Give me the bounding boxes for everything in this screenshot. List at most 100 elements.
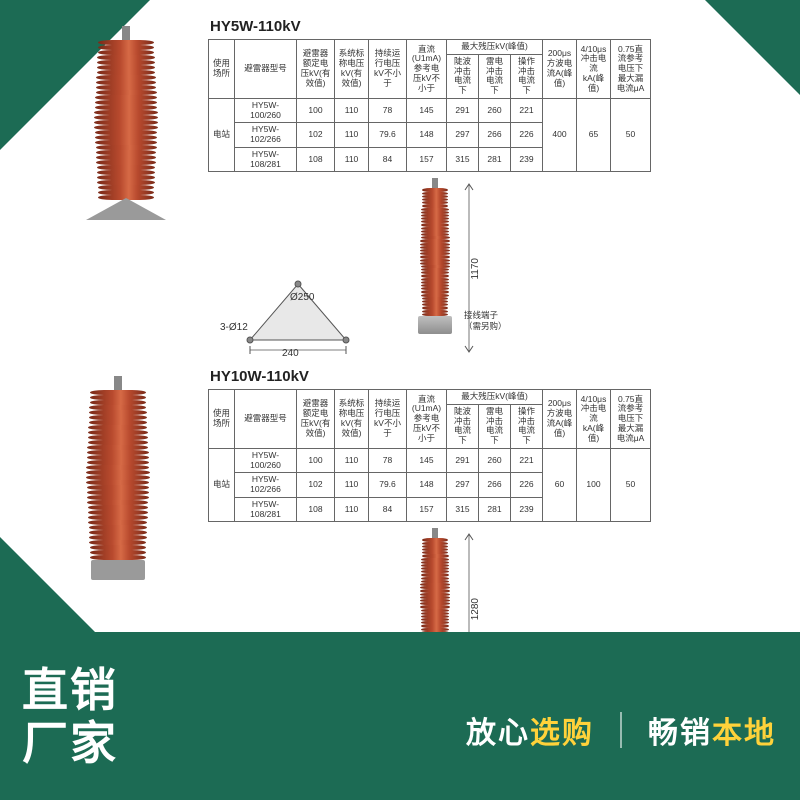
arrester-cap — [114, 376, 122, 390]
th-rated: 避雷器额定电压kV(有效值) — [297, 40, 335, 99]
arrester-cap — [122, 26, 130, 40]
table-row: 电站HY5W-100/26010011078145291260221601005… — [209, 448, 651, 473]
table-cell: 148 — [407, 473, 447, 498]
dim-line-1 — [462, 182, 476, 354]
th-maxres: 最大残压kV(峰值) — [447, 390, 543, 405]
catch-1-plain: 放心 — [466, 717, 530, 750]
th-light: 雷电冲击电流下 — [479, 404, 511, 448]
th-leak: 0.75直流参考电压下最大漏电流μA — [611, 40, 651, 99]
table-cell: 226 — [511, 123, 543, 148]
table-cell: 221 — [511, 448, 543, 473]
catch-phrases: 放心选购 畅销本地 — [466, 708, 776, 752]
arrester-base-2 — [91, 560, 145, 580]
th-cont: 持续运行电压kV不小于 — [369, 40, 407, 99]
badge-line-2: 厂家 — [22, 717, 118, 770]
spec-area-1: HY5W-110kV 使用场所 避雷器型号 避雷器额定电压kV(有效值) 系统标… — [208, 18, 780, 368]
table-cell: 50 — [611, 448, 651, 522]
product-image-1 — [48, 18, 208, 368]
table-cell: 79.6 — [369, 123, 407, 148]
th-rated: 避雷器额定电压kV(有效值) — [297, 390, 335, 449]
table-row: 电站HY5W-100/26010011078145291260221400655… — [209, 98, 651, 123]
th-cont: 持续运行电压kV不小于 — [369, 390, 407, 449]
table-cell: 266 — [479, 123, 511, 148]
table-cell: 291 — [447, 98, 479, 123]
table-cell: 281 — [479, 497, 511, 522]
table-cell: 100 — [297, 448, 335, 473]
dim-bolt-note: 3-Ø12 — [220, 322, 248, 333]
table-cell: 108 — [297, 497, 335, 522]
table-cell: HY5W-108/281 — [235, 497, 297, 522]
arrester-illustration-2 — [86, 376, 150, 580]
th-sq200: 200μs方波电流A(峰值) — [543, 40, 577, 99]
table-cell: 78 — [369, 448, 407, 473]
table-cell: 50 — [611, 98, 651, 172]
table-cell: 102 — [297, 123, 335, 148]
table-cell: 145 — [407, 448, 447, 473]
th-model: 避雷器型号 — [235, 40, 297, 99]
table-cell: 281 — [479, 147, 511, 172]
arrester-illustration-1 — [86, 26, 166, 222]
table-cell: 291 — [447, 448, 479, 473]
table-cell: 108 — [297, 147, 335, 172]
table-cell: 电站 — [209, 98, 235, 172]
table-cell: 110 — [335, 98, 369, 123]
table-cell: 400 — [543, 98, 577, 172]
th-use-place: 使用场所 — [209, 390, 235, 449]
table-cell: 100 — [297, 98, 335, 123]
page-root: HY5W-110kV 使用场所 避雷器型号 避雷器额定电压kV(有效值) 系统标… — [0, 0, 800, 800]
spec-table-2: 使用场所 避雷器型号 避雷器额定电压kV(有效值) 系统标称电压kV(有效值) … — [208, 389, 651, 522]
mini-cap — [432, 528, 438, 538]
table-cell: 145 — [407, 98, 447, 123]
th-switch: 操作冲击电流下 — [511, 54, 543, 98]
th-model: 避雷器型号 — [235, 390, 297, 449]
table-cell: 148 — [407, 123, 447, 148]
base-plan-sketch: 240 Ø250 3-Ø12 — [238, 278, 358, 360]
table-cell: 65 — [577, 98, 611, 172]
table-cell: HY5W-108/281 — [235, 147, 297, 172]
table-cell: 78 — [369, 98, 407, 123]
table-cell: 100 — [577, 448, 611, 522]
th-sys: 系统标称电压kV(有效值) — [335, 40, 369, 99]
th-leak: 0.75直流参考电压下最大漏电流μA — [611, 390, 651, 449]
table-cell: 221 — [511, 98, 543, 123]
bottom-banner: 直销 厂家 放心选购 畅销本地 — [0, 632, 800, 800]
mini-base — [418, 316, 452, 334]
catch-2: 畅销本地 — [648, 708, 776, 752]
mini-cap — [432, 178, 438, 188]
arrester-base — [86, 198, 166, 220]
model-title-1: HY5W-110kV — [210, 18, 780, 35]
table-cell: 315 — [447, 497, 479, 522]
table-cell: 157 — [407, 147, 447, 172]
dim-bolt-circle: Ø250 — [290, 292, 314, 303]
model-title-2: HY10W-110kV — [210, 368, 780, 385]
table-cell: 239 — [511, 497, 543, 522]
table-cell: 226 — [511, 473, 543, 498]
catch-2-plain: 畅销 — [648, 717, 712, 750]
side-view-1 — [418, 178, 452, 334]
table-cell: 260 — [479, 448, 511, 473]
catch-separator — [620, 712, 622, 748]
th-imp410: 4/10μs冲击电流kA(峰值) — [577, 390, 611, 449]
table-cell: 110 — [335, 147, 369, 172]
th-dc: 直流(U1mA)参考电压kV不小于 — [407, 390, 447, 449]
th-light: 雷电冲击电流下 — [479, 54, 511, 98]
th-sys: 系统标称电压kV(有效值) — [335, 390, 369, 449]
table-cell: 297 — [447, 123, 479, 148]
catch-2-accent: 本地 — [712, 717, 776, 750]
diagram-area-1: 240 Ø250 3-Ø12 1170 接线端子（需另购） — [208, 178, 780, 368]
table-cell: 电站 — [209, 448, 235, 522]
table-cell: 110 — [335, 123, 369, 148]
table-cell: 110 — [335, 497, 369, 522]
table-cell: 84 — [369, 497, 407, 522]
badge-line-1: 直销 — [22, 664, 118, 717]
catch-1-accent: 选购 — [530, 717, 594, 750]
catch-1: 放心选购 — [466, 708, 594, 752]
table-cell: 266 — [479, 473, 511, 498]
table-cell: HY5W-100/260 — [235, 448, 297, 473]
table-cell: HY5W-102/266 — [235, 123, 297, 148]
table-cell: 315 — [447, 147, 479, 172]
badge-main: 直销 厂家 — [22, 664, 118, 770]
table-cell: 110 — [335, 473, 369, 498]
table-cell: 297 — [447, 473, 479, 498]
th-imp410: 4/10μs冲击电流kA(峰值) — [577, 40, 611, 99]
